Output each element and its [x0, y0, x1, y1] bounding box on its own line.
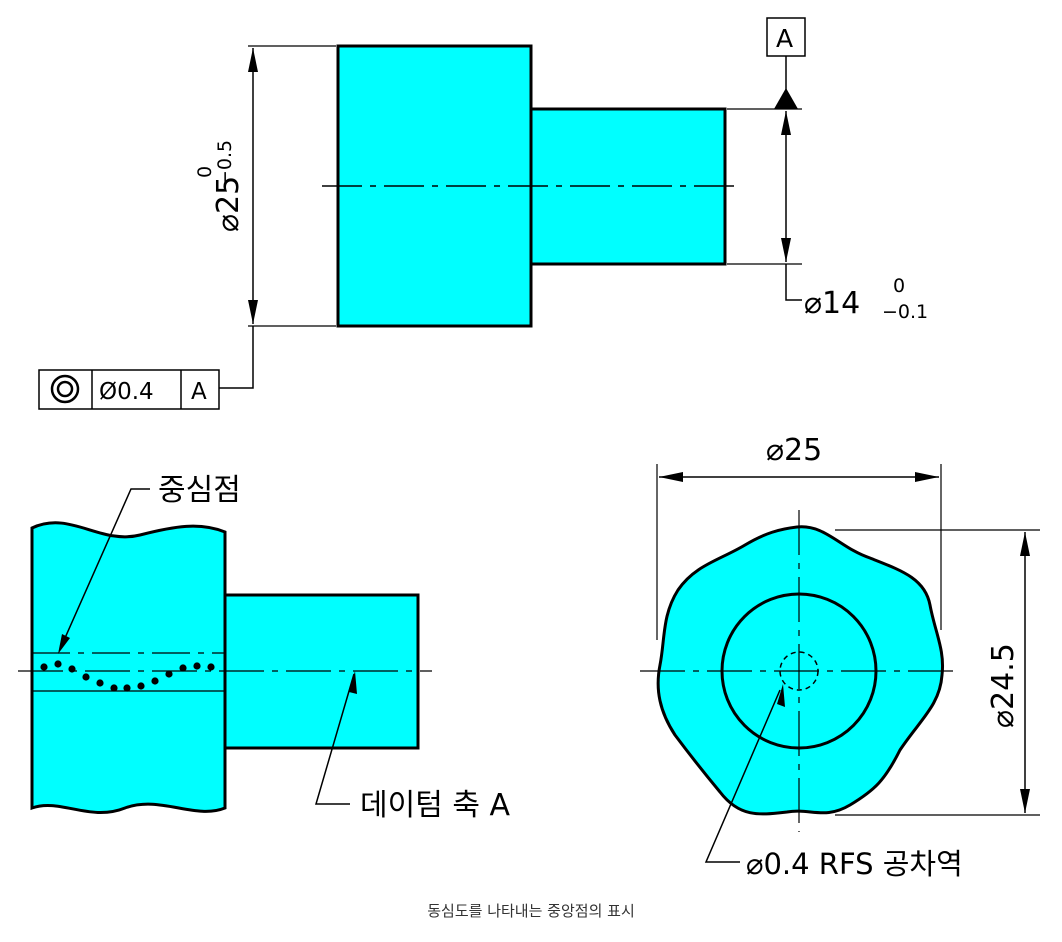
outer-dia-label: ⌀25: [766, 433, 822, 468]
arrow-head: [659, 472, 683, 482]
top-view: ⌀25 0 −0.5 Ø0.4 A ⌀14 0 −0.1: [38, 17, 928, 410]
small-dia-upper-tol: 0: [893, 275, 905, 297]
datum-feature-symbol: A: [766, 17, 806, 109]
arrow-head: [777, 684, 785, 707]
large-shaft-section: [30, 521, 227, 814]
datum-axis-label: 데이텀 축 A: [360, 788, 510, 823]
frame-datum: A: [191, 379, 207, 405]
datum-label: A: [776, 24, 793, 53]
end-view: ⌀25 ⌀24.5 ⌀0.4 RFS 공차역: [640, 433, 1040, 881]
inner-dia-label: ⌀24.5: [986, 643, 1021, 728]
arrow-head: [915, 472, 939, 482]
tolerance-zone-label: ⌀0.4 RFS 공차역: [746, 847, 963, 881]
center-point-label: 중심점: [158, 473, 241, 508]
arrow-head: [1020, 532, 1030, 556]
large-dia-value: ⌀25: [211, 176, 246, 232]
frame-leader: [219, 326, 254, 389]
arrow-head: [1020, 789, 1030, 813]
arrow-head: [58, 634, 70, 654]
large-dia-lower-tol: −0.5: [214, 140, 236, 186]
tolerance-zone-leader: [704, 689, 781, 863]
center-point-leader: [60, 488, 150, 648]
concentricity-icon: [50, 374, 80, 404]
center-points: [40, 660, 215, 692]
side-view: 중심점 데이텀 축 A: [18, 473, 510, 823]
arrow-head: [248, 48, 258, 72]
arrow-head: [781, 238, 791, 262]
figure-caption: 동심도를 나타내는 중앙점의 표시: [427, 902, 635, 920]
small-cylinder: [529, 107, 727, 266]
feature-control-frame: Ø0.4 A: [38, 369, 220, 410]
arrow-head: [781, 111, 791, 135]
large-dia-upper-tol: 0: [194, 166, 216, 178]
small-dia-value: ⌀14: [804, 286, 860, 321]
frame-tolerance: Ø0.4: [99, 379, 154, 405]
datum-axis-leader: [314, 673, 355, 805]
small-dia-leader: [785, 264, 802, 301]
concentricity-drawing: ⌀25 0 −0.5 Ø0.4 A ⌀14 0 −0.1: [18, 17, 1040, 881]
small-dia-lower-tol: −0.1: [882, 301, 928, 323]
arrow-head: [248, 300, 258, 324]
arrow-head: [349, 671, 357, 694]
